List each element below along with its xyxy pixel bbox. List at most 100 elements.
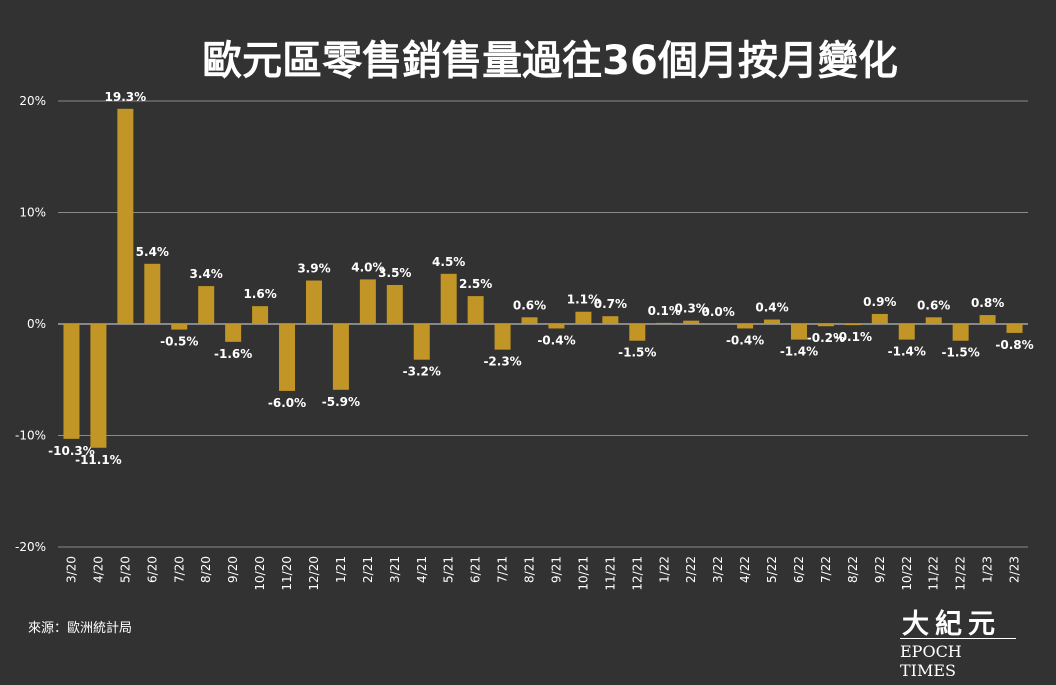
x-tick-label: 3/20	[64, 556, 78, 583]
epoch-times-logo: 大紀元 EPOCH TIMES	[896, 602, 1020, 680]
bar	[683, 320, 700, 324]
data-label: 0.1%	[648, 304, 681, 318]
data-label: 0.6%	[513, 298, 546, 312]
data-label: 5.4%	[136, 245, 169, 259]
data-label: 3.9%	[297, 262, 330, 276]
x-tick-label: 9/21	[549, 556, 563, 583]
data-label: 4.0%	[351, 260, 384, 274]
x-tick-label: 12/21	[630, 556, 644, 591]
x-tick-label: 5/22	[765, 556, 779, 583]
x-tick-label: 2/22	[684, 556, 698, 583]
x-tick-label: 2/23	[1008, 556, 1022, 583]
data-label: -3.2%	[403, 365, 441, 379]
x-tick-label: 4/22	[738, 556, 752, 583]
bar	[979, 315, 996, 324]
data-label: -6.0%	[268, 396, 306, 410]
bar	[386, 284, 403, 324]
data-label: -10.3%	[48, 444, 95, 458]
data-label: -2.3%	[483, 355, 521, 369]
data-label: 1.1%	[567, 293, 600, 307]
data-label: -1.4%	[780, 345, 818, 359]
data-label: 0.9%	[863, 295, 896, 309]
data-label: -11.1%	[75, 453, 122, 467]
data-label: -5.9%	[322, 395, 360, 409]
bar	[305, 280, 322, 324]
bar	[656, 322, 673, 324]
bar	[629, 324, 646, 341]
bar	[575, 311, 592, 324]
bar	[521, 317, 538, 324]
x-tick-label: 6/22	[792, 556, 806, 583]
x-tick-label: 10/20	[253, 556, 267, 591]
x-tick-label: 9/20	[226, 556, 240, 583]
data-label: 0.3%	[675, 302, 708, 316]
data-label: -0.4%	[726, 333, 764, 347]
bar	[790, 324, 807, 340]
x-tick-label: 1/23	[981, 556, 995, 583]
data-label: -0.8%	[995, 338, 1033, 352]
bar	[171, 324, 188, 330]
x-tick-label: 5/20	[118, 556, 132, 583]
data-label: -1.5%	[942, 346, 980, 360]
bar	[737, 324, 754, 329]
x-tick-label: 11/21	[603, 556, 617, 591]
data-label: -0.4%	[537, 333, 575, 347]
y-tick-label: 20%	[19, 94, 46, 108]
x-tick-label: 7/22	[819, 556, 833, 583]
data-label: 19.3%	[105, 90, 147, 104]
x-tick-label: 7/21	[496, 556, 510, 583]
data-label: -0.2%	[807, 331, 845, 345]
x-tick-label: 11/20	[280, 556, 294, 591]
x-tick-label: 10/22	[900, 556, 914, 591]
x-tick-label: 9/22	[873, 556, 887, 583]
data-label: -0.1%	[834, 330, 872, 344]
x-tick-label: 8/20	[199, 556, 213, 583]
logo-divider	[900, 638, 1016, 639]
bar	[602, 316, 619, 324]
x-tick-label: 5/21	[442, 556, 456, 583]
bar	[413, 324, 430, 360]
data-label: 1.6%	[243, 287, 276, 301]
data-label: 3.4%	[190, 267, 223, 281]
bar	[198, 286, 215, 324]
bar	[1006, 324, 1023, 333]
source-note: 來源：歐洲統計局	[28, 621, 133, 636]
x-tick-label: 6/20	[145, 556, 159, 583]
bar	[63, 324, 80, 439]
y-tick-label: -20%	[15, 540, 46, 554]
x-tick-label: 12/20	[307, 556, 321, 591]
bar	[225, 324, 242, 342]
data-label: -0.5%	[160, 335, 198, 349]
bar	[252, 306, 269, 324]
data-label: 4.5%	[432, 255, 465, 269]
data-label: 0.7%	[594, 297, 627, 311]
x-tick-label: 3/21	[388, 556, 402, 583]
y-tick-label: 0%	[27, 317, 46, 331]
data-label: 3.5%	[378, 266, 411, 280]
x-tick-label: 3/22	[711, 556, 725, 583]
y-tick-label: 10%	[19, 206, 46, 220]
x-tick-label: 6/21	[469, 556, 483, 583]
bar	[898, 324, 915, 340]
x-tick-label: 10/21	[576, 556, 590, 591]
data-label: 0.4%	[755, 301, 788, 315]
x-tick-label: 1/22	[657, 556, 671, 583]
bar	[925, 317, 942, 324]
data-label: 0.0%	[701, 305, 734, 319]
bar	[440, 273, 457, 324]
bar	[332, 324, 349, 390]
bar	[117, 108, 134, 325]
x-tick-label: 8/22	[846, 556, 860, 583]
bar	[548, 324, 565, 329]
x-tick-label: 1/21	[334, 556, 348, 583]
bar	[144, 263, 161, 324]
x-tick-label: 11/22	[927, 556, 941, 591]
logo-chinese-text: 大紀元	[902, 609, 1001, 640]
data-label: 0.6%	[917, 298, 950, 312]
bar	[359, 279, 376, 324]
bar	[494, 324, 511, 350]
x-tick-label: 7/20	[172, 556, 186, 583]
bar	[952, 324, 969, 341]
y-tick-label: -10%	[15, 429, 46, 443]
